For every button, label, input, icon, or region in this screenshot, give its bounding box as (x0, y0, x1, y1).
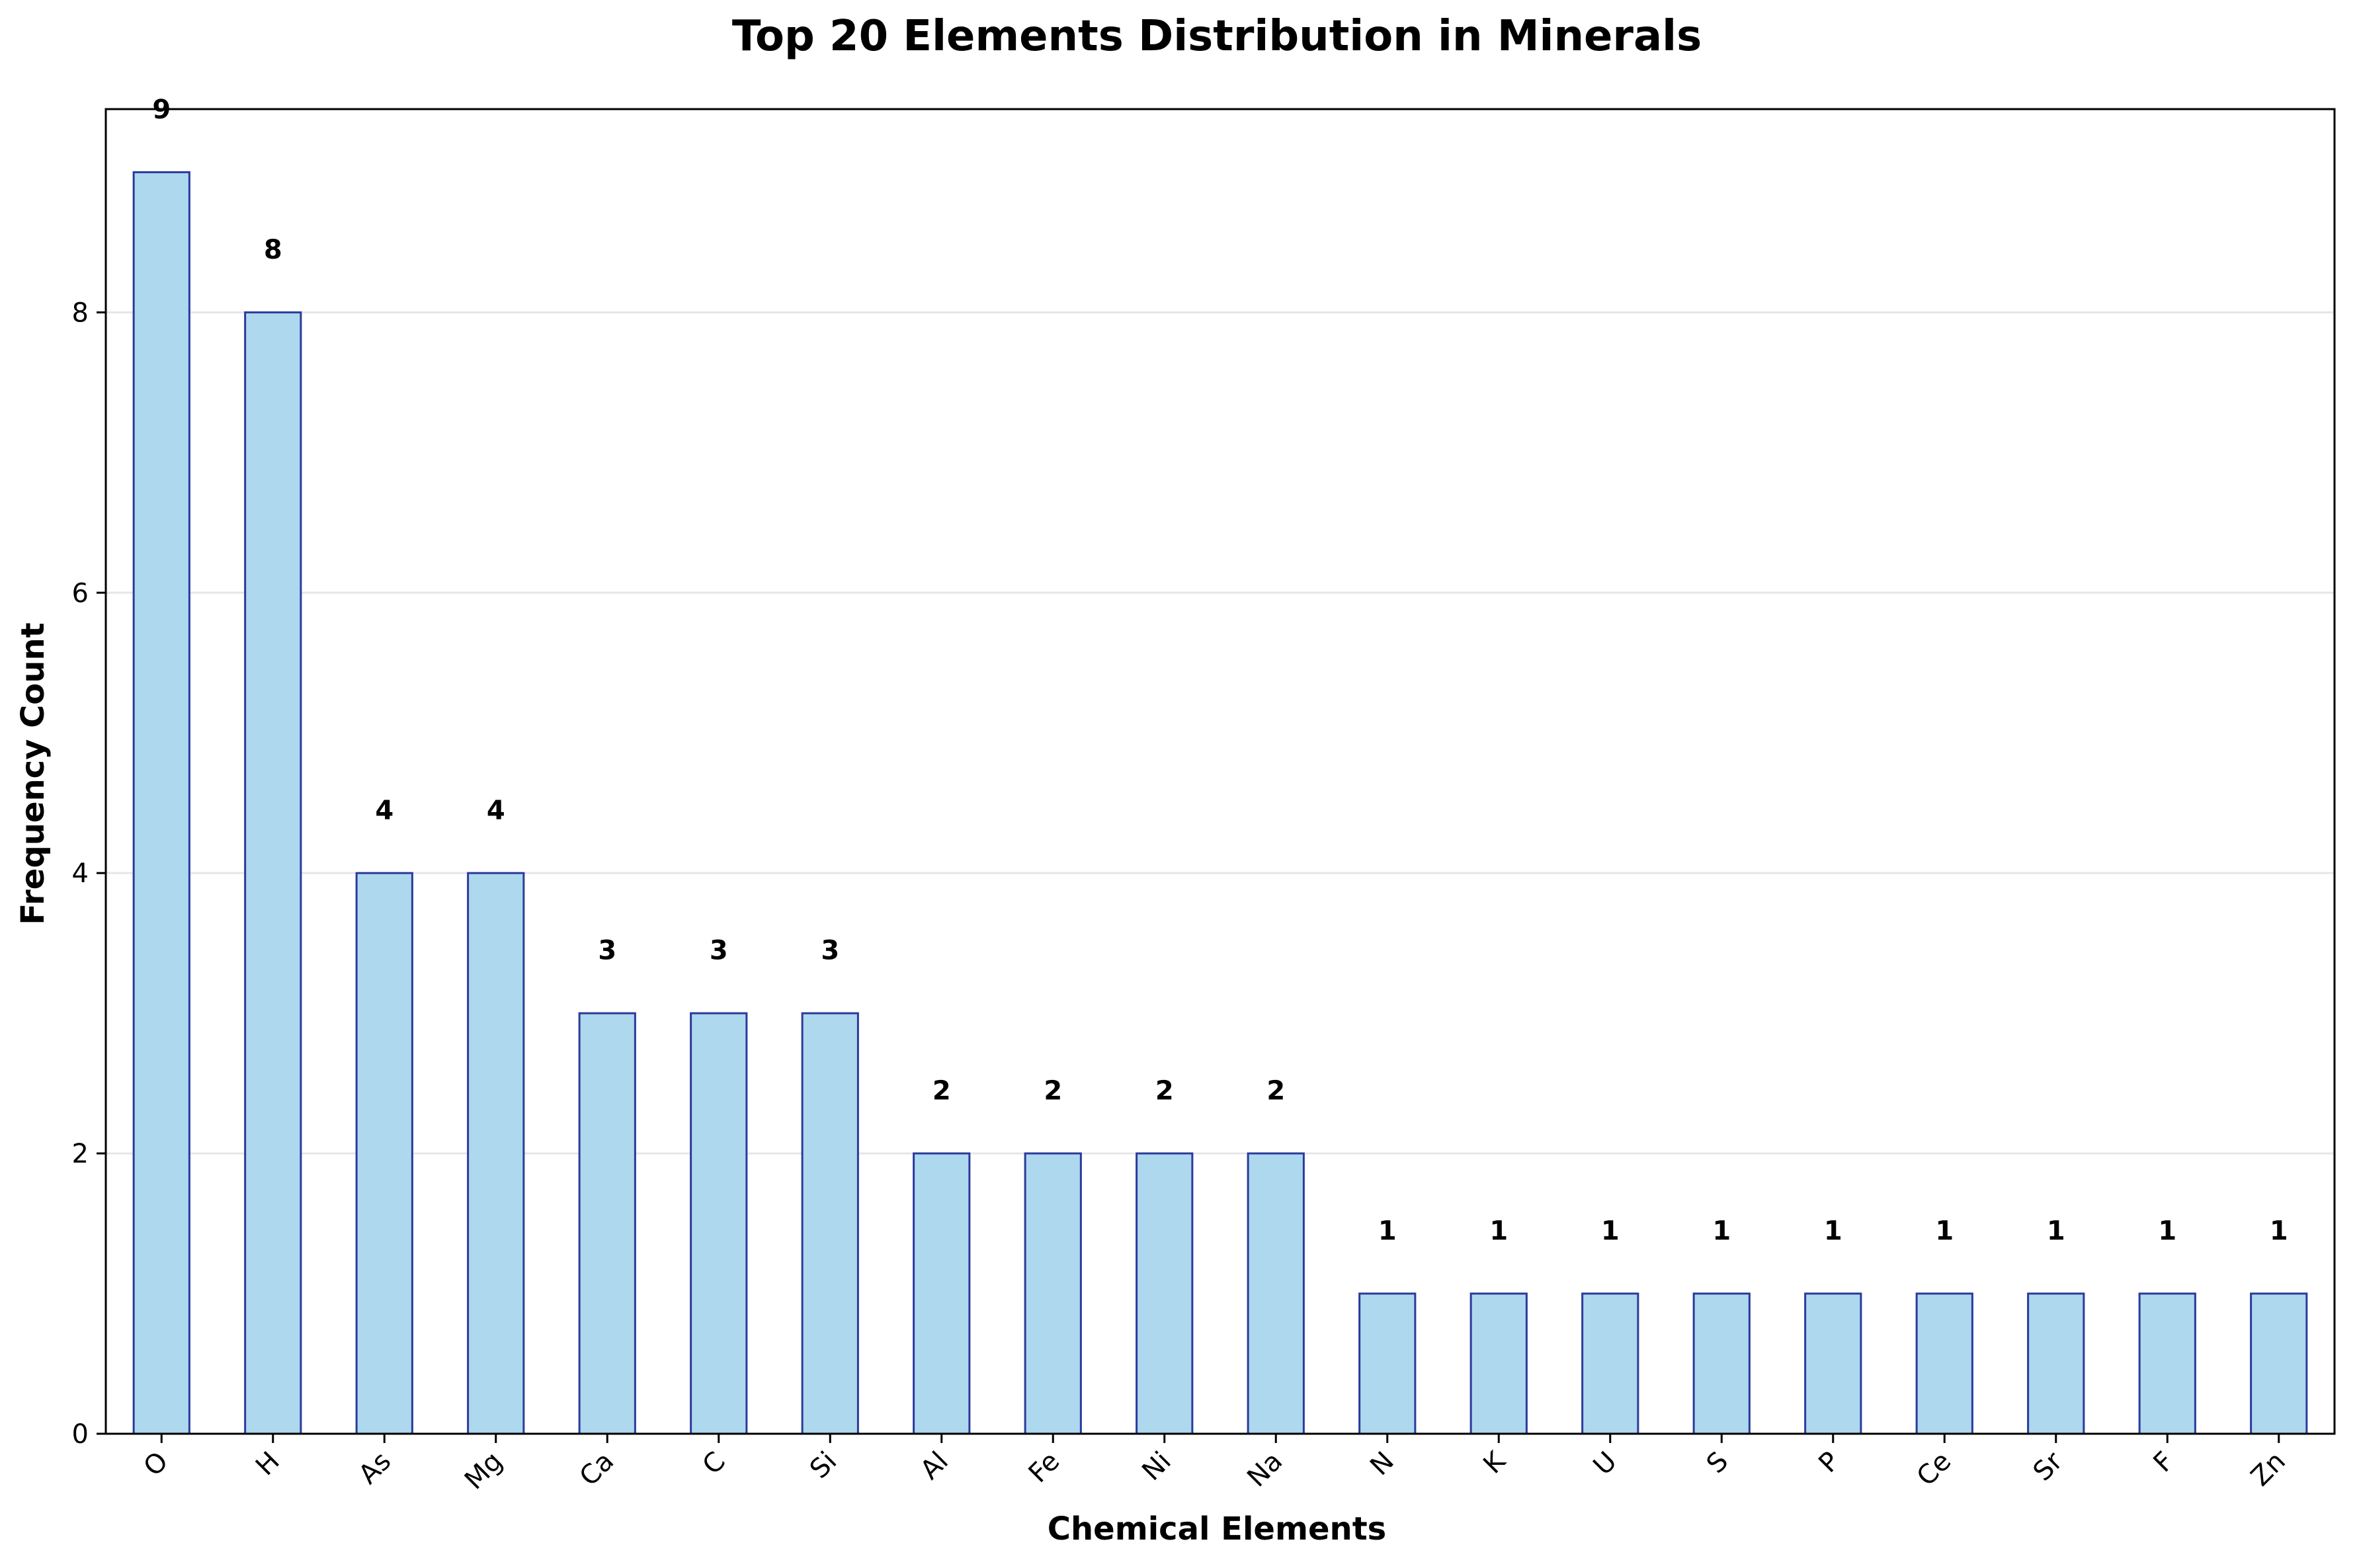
bar-value-label: 1 (2270, 1216, 2288, 1247)
y-tick-label: 8 (72, 298, 89, 328)
bar-s (1692, 1292, 1751, 1435)
bar-value-label: 3 (821, 936, 839, 966)
bar-ce (1915, 1292, 1973, 1435)
bar-o (132, 171, 190, 1435)
y-axis-label: Frequency Count (15, 622, 52, 925)
chart-title: Top 20 Elements Distribution in Minerals (732, 12, 1702, 61)
bar-value-label: 1 (1601, 1216, 1620, 1247)
bar-value-label: 2 (1155, 1076, 1174, 1106)
bar-value-label: 1 (1824, 1216, 1842, 1247)
bar-mg (467, 872, 525, 1435)
bar-zn (2250, 1292, 2308, 1435)
bar-value-label: 2 (932, 1076, 951, 1106)
bar-value-label: 3 (710, 936, 728, 966)
bar-value-label: 4 (375, 796, 393, 826)
bar-value-label: 1 (1378, 1216, 1397, 1247)
plot-frame (104, 108, 2336, 1435)
bar-value-label: 1 (2047, 1216, 2065, 1247)
bar-value-labels: 984 43 3 32 2 2 21 1 1 1 1 1 1 1 1 (152, 95, 2288, 1247)
bar-ca (578, 1012, 636, 1435)
bar-sr (2027, 1292, 2085, 1435)
y-axis: 0 2 4 6 8 (72, 298, 106, 1450)
bar-value-label: 1 (1935, 1216, 1954, 1247)
bar-fe (1024, 1152, 1082, 1435)
bar-al (913, 1152, 971, 1435)
bar-value-label: 2 (1266, 1076, 1285, 1106)
bar-value-label: 3 (598, 936, 616, 966)
bar-c (690, 1012, 748, 1435)
y-tick-label: 4 (72, 858, 89, 889)
bar-as (355, 872, 413, 1435)
bar-si (801, 1012, 859, 1435)
bar-value-label: 1 (1489, 1216, 1508, 1247)
bar-ni (1136, 1152, 1194, 1435)
bar-value-label: 1 (1712, 1216, 1731, 1247)
bar-f (2138, 1292, 2196, 1435)
bar-value-label: 1 (2158, 1216, 2176, 1247)
bar-p (1804, 1292, 1862, 1435)
bar-u (1581, 1292, 1639, 1435)
y-tick-label: 6 (72, 578, 89, 608)
bar-n (1358, 1292, 1417, 1435)
bar-na (1247, 1152, 1305, 1435)
y-tick-label: 2 (72, 1139, 89, 1169)
bars (132, 171, 2308, 1435)
x-axis-label: Chemical Elements (1048, 1510, 1386, 1547)
y-tick-label: 0 (72, 1419, 89, 1450)
bar-value-label: 2 (1044, 1076, 1062, 1106)
bar-value-label: 4 (487, 796, 505, 826)
bar-k (1469, 1292, 1528, 1435)
bar-value-label: 8 (264, 235, 282, 265)
bar-h (244, 311, 302, 1435)
